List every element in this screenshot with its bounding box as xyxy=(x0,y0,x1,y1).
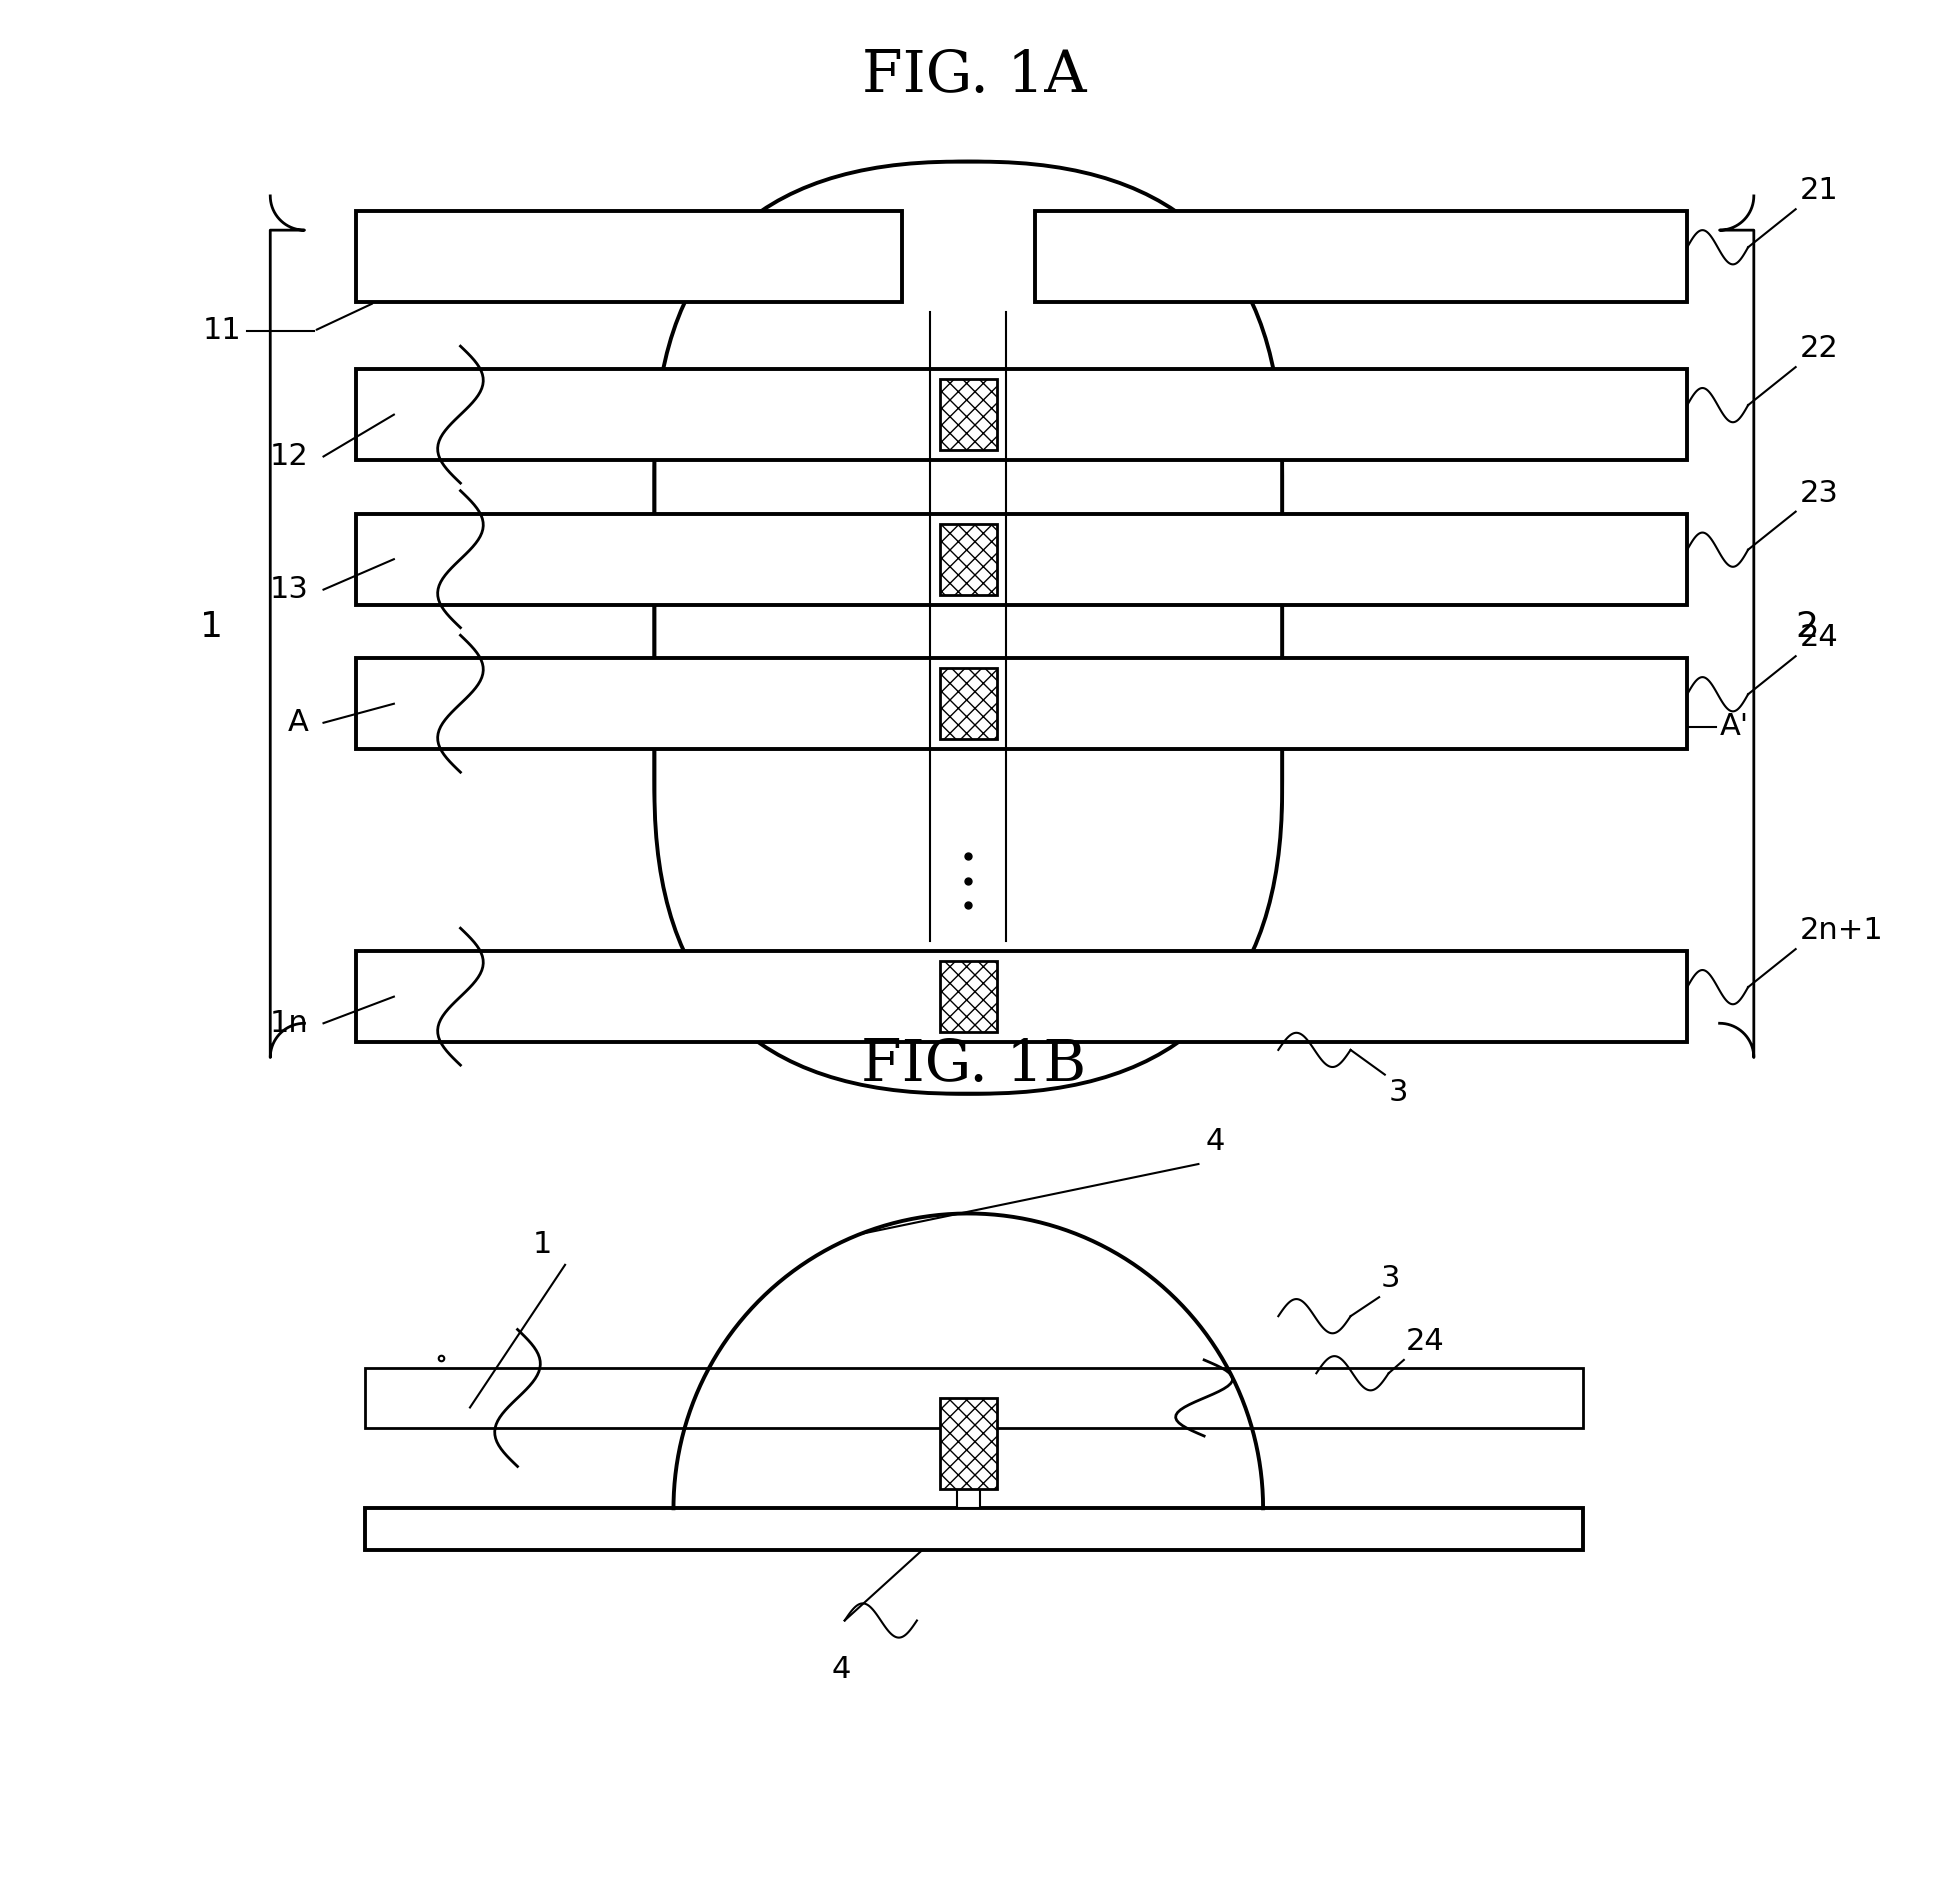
Text: 22: 22 xyxy=(1800,335,1839,363)
Text: 3: 3 xyxy=(1389,1078,1408,1107)
Bar xyxy=(939,961,997,1033)
Bar xyxy=(356,211,902,302)
Text: 4: 4 xyxy=(832,1655,851,1683)
Bar xyxy=(956,1489,980,1508)
Text: 2n+1: 2n+1 xyxy=(1800,917,1884,945)
Bar xyxy=(356,658,1687,749)
Text: 12: 12 xyxy=(269,441,308,472)
Text: FIG. 1A: FIG. 1A xyxy=(861,48,1087,103)
Text: 11: 11 xyxy=(203,316,242,346)
Text: A': A' xyxy=(1720,711,1749,742)
Text: 3: 3 xyxy=(1381,1265,1401,1293)
Bar xyxy=(356,514,1687,605)
FancyBboxPatch shape xyxy=(655,162,1282,1094)
Bar xyxy=(939,668,997,740)
Text: 1: 1 xyxy=(201,611,222,643)
Bar xyxy=(939,523,997,595)
Text: 23: 23 xyxy=(1800,479,1839,508)
Text: A: A xyxy=(288,708,308,738)
Bar xyxy=(1034,211,1687,302)
Bar xyxy=(366,1508,1582,1550)
Text: 21: 21 xyxy=(1800,177,1839,205)
Text: 4: 4 xyxy=(1206,1128,1225,1156)
Bar xyxy=(366,1368,1582,1428)
Bar xyxy=(356,951,1687,1042)
Text: 1n: 1n xyxy=(269,1008,308,1038)
Text: 2: 2 xyxy=(1796,611,1819,643)
Bar xyxy=(356,369,1687,460)
Text: 1: 1 xyxy=(532,1231,551,1259)
Bar xyxy=(939,378,997,451)
Text: 24: 24 xyxy=(1800,624,1839,652)
Text: 24: 24 xyxy=(1406,1328,1445,1356)
Text: 13: 13 xyxy=(269,574,308,605)
Text: FIG. 1B: FIG. 1B xyxy=(861,1037,1087,1092)
Bar xyxy=(939,1398,997,1489)
FancyBboxPatch shape xyxy=(655,162,1282,1094)
